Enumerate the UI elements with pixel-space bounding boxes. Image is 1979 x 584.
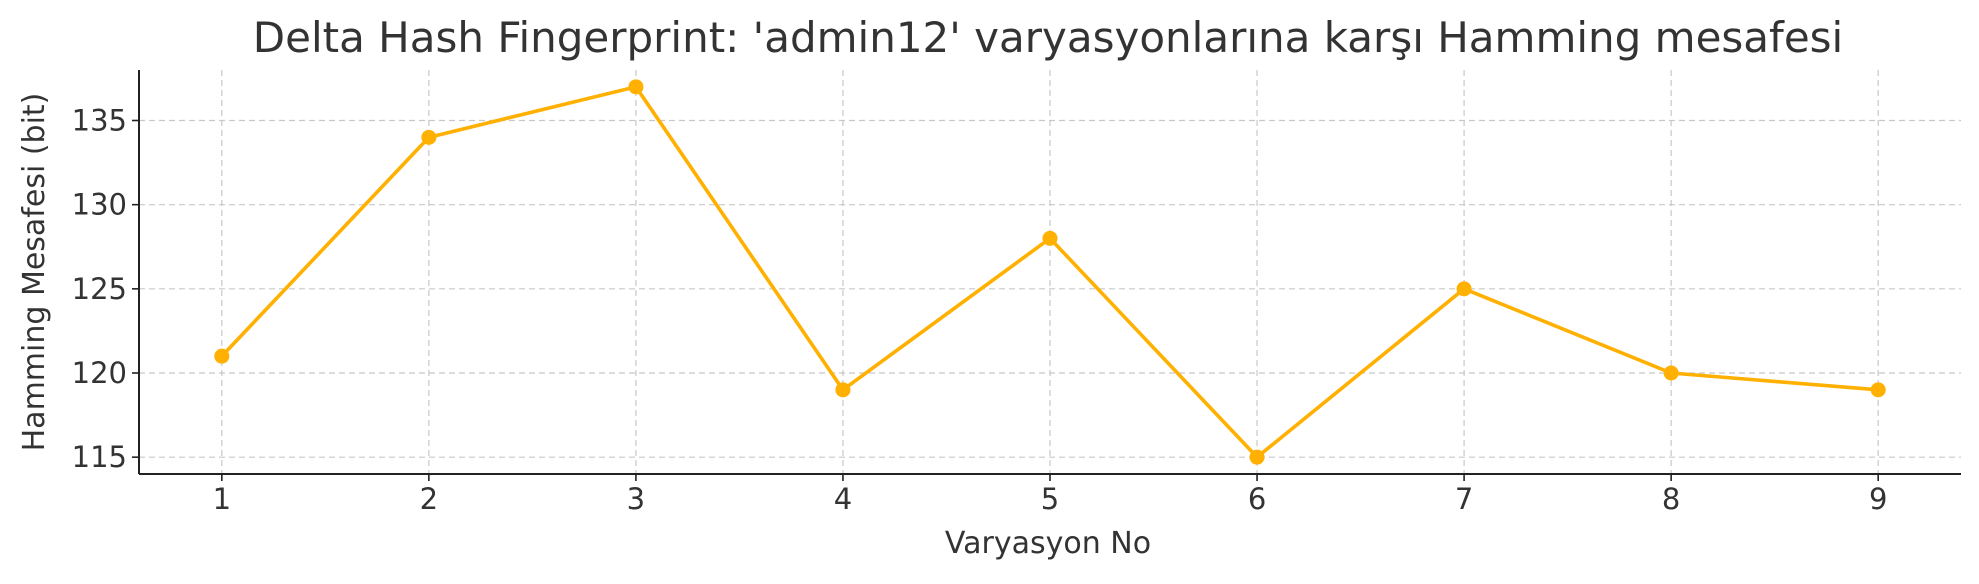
data-point-marker xyxy=(1456,281,1472,297)
y-tick-label: 130 xyxy=(72,188,127,222)
chart-title: Delta Hash Fingerprint: 'admin12' varyas… xyxy=(253,13,1843,62)
y-tick-label: 135 xyxy=(72,104,127,138)
x-tick-label: 6 xyxy=(1248,482,1266,516)
x-tick-label: 1 xyxy=(213,482,231,516)
data-point-marker xyxy=(1249,449,1265,465)
axis-layer: 1 2 3 4 5 6 7 8 9 115 120 125 130 135 xyxy=(72,70,1961,516)
y-tick-label: 120 xyxy=(72,356,127,390)
data-point-marker xyxy=(1663,365,1679,381)
data-point-marker xyxy=(1042,230,1058,246)
y-axis-label: Hamming Mesafesi (bit) xyxy=(17,93,52,452)
y-tick-label: 125 xyxy=(72,272,127,306)
data-point-marker xyxy=(214,348,230,364)
x-tick-label: 7 xyxy=(1455,482,1473,516)
data-point-marker xyxy=(1870,382,1886,398)
x-tick-label: 2 xyxy=(420,482,438,516)
x-tick-label: 4 xyxy=(834,482,852,516)
x-tick-label: 5 xyxy=(1041,482,1059,516)
x-tick-label: 9 xyxy=(1869,482,1887,516)
data-point-marker xyxy=(421,129,437,145)
series-layer xyxy=(214,79,1886,465)
x-tick-label: 8 xyxy=(1662,482,1680,516)
x-axis-label: Varyasyon No xyxy=(945,526,1151,561)
data-point-marker xyxy=(628,79,644,95)
y-tick-label: 115 xyxy=(72,440,127,474)
grid-layer xyxy=(139,70,1961,474)
data-point-marker xyxy=(835,382,851,398)
x-tick-label: 3 xyxy=(627,482,645,516)
